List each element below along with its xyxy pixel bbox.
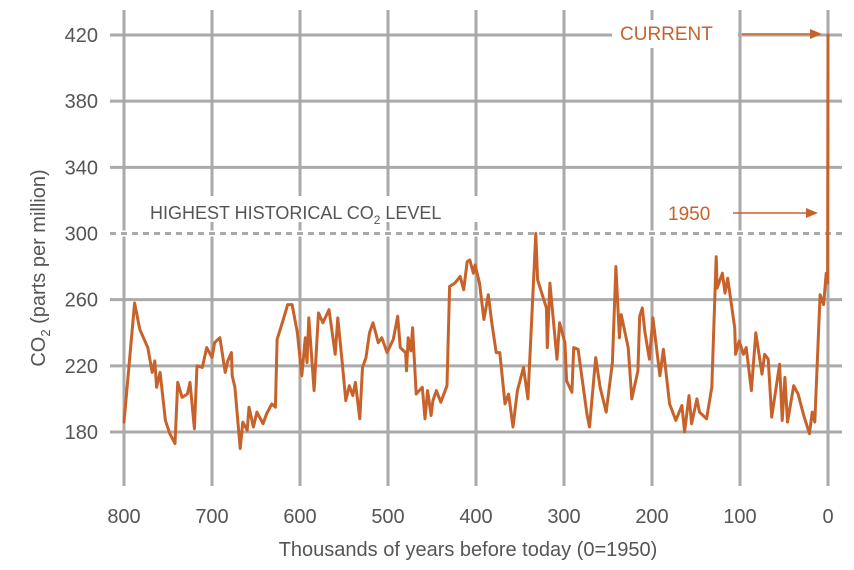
x-tick-label: 500 xyxy=(371,506,404,528)
y-tick-label: 220 xyxy=(65,356,98,378)
x-tick-label: 600 xyxy=(283,506,316,528)
reference-label-background xyxy=(144,196,514,222)
annotation-1950: 1950 xyxy=(668,204,710,225)
x-tick-label: 0 xyxy=(822,506,833,528)
arrow-current-icon xyxy=(742,29,822,39)
x-tick-label: 800 xyxy=(107,506,140,528)
x-tick-label: 300 xyxy=(547,506,580,528)
y-tick-label: 300 xyxy=(65,224,98,246)
y-tick-label: 420 xyxy=(65,25,98,47)
grid xyxy=(110,10,842,486)
current-label-background xyxy=(612,20,738,48)
x-tick-label: 200 xyxy=(635,506,668,528)
arrow-1950-icon xyxy=(733,208,818,218)
y-tick-label: 340 xyxy=(65,157,98,179)
reference-line-group xyxy=(110,230,842,237)
y-axis-label: CO2 (parts per million) xyxy=(28,169,53,366)
annotation-current: CURRENT xyxy=(620,24,713,45)
x-tick-labels: 800 700 600 500 400 300 200 100 0 xyxy=(107,506,833,528)
series-group xyxy=(122,33,830,450)
y-tick-label: 380 xyxy=(65,91,98,113)
reference-line-label: HIGHEST HISTORICAL CO2 LEVEL xyxy=(150,203,441,227)
x-tick-label: 700 xyxy=(195,506,228,528)
x-axis-label: Thousands of years before today (0=1950) xyxy=(279,539,658,561)
x-tick-label: 400 xyxy=(459,506,492,528)
y-tick-label: 180 xyxy=(65,422,98,444)
x-tick-label: 100 xyxy=(723,506,756,528)
y-tick-label: 260 xyxy=(65,290,98,312)
y-tick-labels: 180 220 260 300 340 380 420 xyxy=(65,25,98,444)
series-line-co2 xyxy=(122,33,830,450)
